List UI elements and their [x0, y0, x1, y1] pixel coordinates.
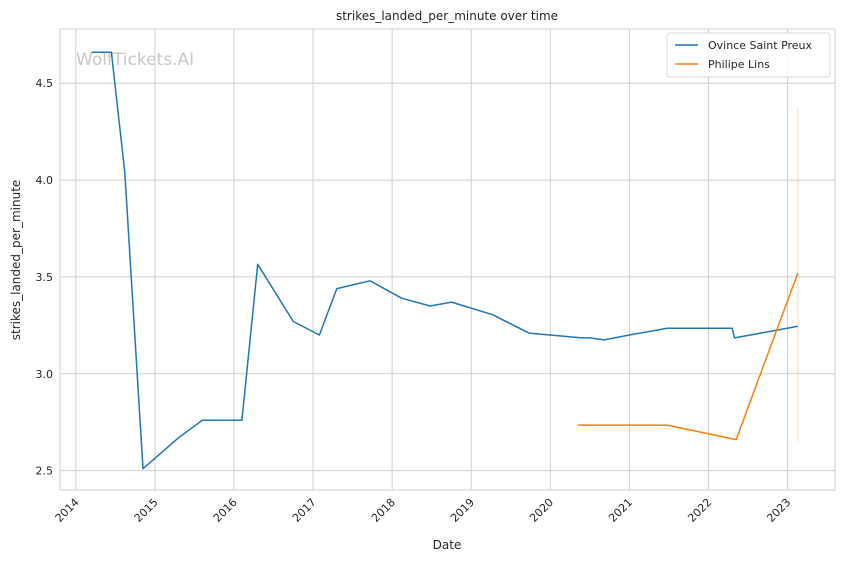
y-tick-label: 2.5	[36, 465, 54, 478]
legend: Ovince Saint Preux Philipe Lins	[666, 32, 831, 78]
y-tick-label: 4.5	[36, 77, 54, 90]
legend-label-philipe-lins: Philipe Lins	[708, 58, 770, 71]
x-tick-label: 2017	[290, 496, 319, 525]
x-tick-label: 2018	[369, 496, 398, 525]
x-tick-label: 2021	[606, 496, 635, 525]
x-tick-label: 2023	[764, 496, 793, 525]
x-tick-label: 2022	[685, 496, 714, 525]
series-line-philipe-lins	[578, 272, 799, 441]
x-tick-label: 2016	[211, 496, 240, 525]
series-line-ovince-saint-preux	[91, 51, 798, 470]
series-lines	[91, 51, 799, 470]
chart-title: strikes_landed_per_minute over time	[336, 9, 558, 23]
x-gridlines	[75, 29, 789, 490]
x-tick-label: 2014	[53, 496, 82, 525]
y-tick-labels: 2.5 3.0 3.5 4.0 4.5	[36, 77, 54, 477]
x-tick-labels: 2014 2015 2016 2017 2018 2019 2020 2021 2022 2023	[53, 496, 794, 525]
y-axis-title: strikes_landed_per_minute	[9, 180, 23, 341]
x-tick-label: 2020	[527, 496, 556, 525]
y-tick-label: 4.0	[36, 174, 54, 187]
y-tick-label: 3.5	[36, 271, 54, 284]
y-tick-label: 3.0	[36, 368, 54, 381]
legend-box	[666, 32, 831, 78]
plot-frame	[59, 28, 836, 491]
watermark: WolfTickets.AI	[76, 50, 194, 70]
y-gridlines	[60, 82, 835, 472]
x-axis-title: Date	[433, 538, 462, 552]
x-tick-label: 2019	[448, 496, 477, 525]
legend-label-ovince-saint-preux: Ovince Saint Preux	[708, 39, 813, 52]
x-tick-label: 2015	[132, 496, 161, 525]
